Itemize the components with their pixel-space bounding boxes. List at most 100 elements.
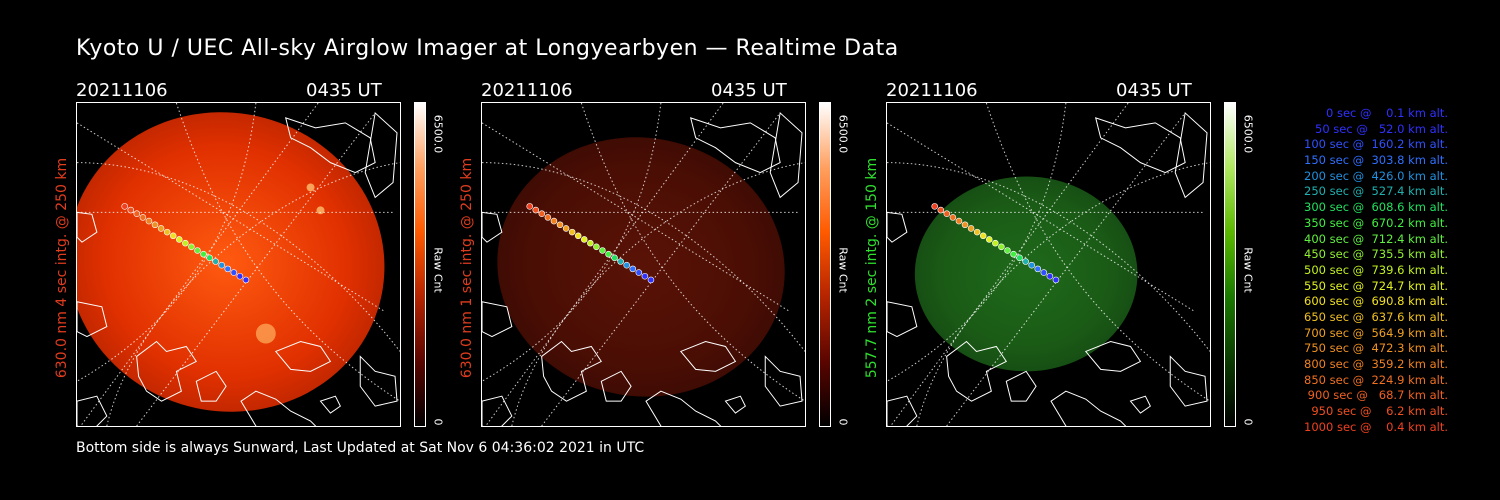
coastline (77, 301, 108, 338)
legend-entry: 0 sec @ 0.1 km alt. (1315, 106, 1448, 120)
track-point (157, 225, 165, 232)
coastline (285, 117, 376, 174)
track-point (937, 206, 945, 214)
panel-ylabel: 630.0 nm 1 sec intg. @ 250 km (457, 105, 477, 430)
grid-line (887, 122, 1196, 313)
legend-entry: 150 sec @ 303.8 km alt. (1300, 153, 1448, 168)
track-point (133, 210, 141, 217)
coastline (600, 370, 632, 402)
grid-line (511, 162, 805, 426)
track-point (992, 239, 999, 247)
coastline (645, 390, 722, 426)
track-point (949, 214, 957, 221)
grid-line (482, 162, 805, 352)
track-point (973, 228, 981, 236)
trajectory-legend: 0 sec @ 0.1 km alt. 50 sec @ 52.0 km alt… (1258, 106, 1448, 435)
legend-entry: 250 sec @ 527.4 km alt. (1300, 184, 1448, 199)
track-point (641, 272, 649, 280)
ylabel-text: 630.0 nm 1 sec intg. @ 250 km (459, 157, 475, 378)
track-point (1034, 265, 1042, 273)
track-point (556, 221, 564, 229)
coastline (195, 370, 227, 402)
track-point (236, 272, 244, 280)
colorbar (819, 102, 831, 427)
track-point (121, 203, 128, 210)
coastline (946, 340, 1007, 402)
track-point (1040, 269, 1048, 276)
track-point (151, 221, 159, 229)
track-point (605, 250, 612, 258)
coastline (240, 390, 317, 426)
grid-line (482, 122, 791, 313)
grid-line (580, 103, 805, 402)
coastline (1005, 370, 1037, 402)
coastline (887, 395, 918, 426)
track-point (163, 228, 171, 236)
track-point (599, 247, 606, 254)
ylabel-text: 557.7 nm 2 sec intg. @ 150 km (864, 157, 880, 378)
track-point (647, 276, 655, 284)
panel-ylabel: 557.7 nm 2 sec intg. @ 150 km (862, 105, 882, 430)
track-point (169, 232, 177, 240)
ylabel-text: 630.0 nm 4 sec intg. @ 250 km (54, 157, 70, 378)
grid-line (175, 103, 400, 402)
coastline (136, 340, 197, 402)
track-point (544, 214, 552, 221)
legend-entry: 600 sec @ 690.8 km alt. (1300, 294, 1448, 309)
colorbar-min-label: 0 (1241, 418, 1255, 426)
track-point (218, 261, 225, 269)
panel-time: 0435 UT (711, 80, 787, 101)
track-point (532, 206, 540, 214)
colorbar-min-label: 0 (431, 418, 445, 426)
grid-line (77, 162, 400, 352)
legend-entry: 1000 sec @ 0.4 km alt. (1304, 419, 1448, 434)
grid-line (77, 122, 386, 313)
track-point (587, 239, 594, 247)
track-point (1046, 272, 1054, 280)
allsky-map (886, 102, 1211, 427)
coastline (1129, 395, 1152, 414)
coastline (1095, 117, 1186, 174)
legend-entry: 300 sec @ 608.6 km alt. (1300, 200, 1448, 215)
legend-entry: 350 sec @ 670.2 km alt. (1300, 215, 1448, 230)
legend-entry: 750 sec @ 472.3 km alt. (1300, 341, 1448, 356)
track-point (188, 243, 195, 251)
track-point (943, 210, 951, 217)
coastline (887, 301, 918, 338)
grid-line (916, 162, 1210, 426)
track-point (200, 250, 207, 258)
panel-ylabel: 630.0 nm 4 sec intg. @ 250 km (52, 105, 72, 430)
coastline (274, 341, 332, 372)
coastline (482, 395, 513, 426)
legend-entry: 800 sec @ 359.2 km alt. (1300, 357, 1448, 371)
track-point (538, 210, 546, 217)
coastline (482, 211, 503, 243)
image-panel-557nm-2sec: 20211106 0435 UT 557.7 nm 2 sec intg. @ … (864, 80, 1286, 435)
track-point (145, 217, 153, 225)
coastline (77, 395, 108, 426)
coastline (1084, 341, 1142, 372)
track-point (526, 203, 533, 210)
coastline (887, 211, 908, 243)
coastline (482, 301, 513, 338)
grid-line (106, 162, 400, 426)
track-point (1010, 250, 1017, 258)
track-point (1016, 254, 1023, 262)
map-svg (77, 103, 400, 426)
track-point (224, 265, 232, 273)
map-svg (482, 103, 805, 426)
track-point (206, 254, 213, 262)
colorbar (414, 102, 426, 427)
track-point (212, 258, 219, 265)
track-point (580, 236, 588, 243)
panel-time: 0435 UT (306, 80, 382, 101)
colorbar-unit-label: Raw Cnt (431, 247, 445, 293)
track-point (242, 276, 250, 284)
grid-line (985, 103, 1210, 402)
colorbar-max-label: 6500.0 (431, 114, 445, 154)
map-svg (887, 103, 1210, 426)
track-point (998, 243, 1005, 251)
panel-date: 20211106 (886, 80, 978, 101)
coastline (690, 117, 781, 174)
legend-entry: 100 sec @ 160.2 km alt. (1300, 137, 1448, 152)
